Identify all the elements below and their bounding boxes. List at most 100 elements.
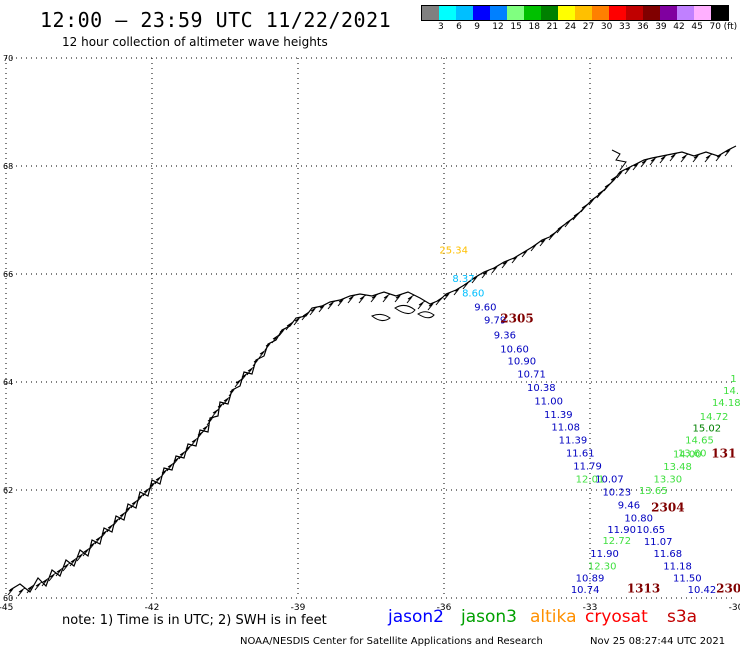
mission-label: altika (530, 607, 577, 627)
timestamp-text: Nov 25 08:27:44 UTC 2021 (590, 636, 726, 647)
legend-label: 36 (637, 22, 649, 32)
track-label: 230 (716, 582, 740, 596)
legend-swatch (422, 6, 439, 20)
wave-height-label: 9.36 (494, 330, 516, 341)
wave-height-label: 13.65 (639, 486, 668, 497)
wave-height-label: 13.30 (654, 474, 683, 485)
wave-height-label: 10.65 (637, 525, 666, 536)
color-legend (421, 5, 729, 21)
wave-height-label: 10.74 (571, 585, 600, 596)
wave-height-label: 8.60 (462, 289, 484, 300)
legend-label: 18 (528, 22, 540, 32)
mission-label: jason3 (461, 607, 517, 627)
legend-swatch (711, 6, 728, 20)
legend-label: 33 (619, 22, 631, 32)
mission-label: s3a (667, 607, 698, 627)
wave-height-label: 11.08 (551, 423, 580, 434)
legend-swatch (677, 6, 694, 20)
wave-height-label: 10.71 (517, 370, 546, 381)
wave-height-label: 11.00 (534, 397, 563, 408)
wave-height-label: 10.38 (527, 383, 556, 394)
legend-swatch (609, 6, 626, 20)
wave-height-label: 11.39 (544, 410, 573, 421)
legend-swatch (524, 6, 541, 20)
wave-height-label: 11.18 (663, 561, 692, 572)
legend-unit: (ft) (723, 22, 738, 32)
legend-label: 39 (655, 22, 667, 32)
wave-height-label: 25.34 (439, 245, 468, 256)
wave-height-label: 9.46 (618, 500, 640, 511)
legend-label: 15 (510, 22, 522, 32)
lat-tick-label: 64 (3, 378, 13, 387)
legend-label: 24 (564, 22, 577, 32)
coastline (9, 145, 737, 593)
coastal-islands (371, 304, 435, 322)
legend-swatch (456, 6, 473, 20)
wave-height-label: 11.39 (559, 436, 588, 447)
wave-height-label: 13.48 (663, 462, 692, 473)
wave-height-label: 11.90 (590, 549, 619, 560)
page-subtitle: 12 hour collection of altimeter wave hei… (62, 35, 328, 49)
wave-height-label: 9.79 (484, 316, 506, 327)
wave-height-label: 10.90 (508, 357, 537, 368)
wave-height-label: 13.60 (678, 449, 707, 460)
track-label: 131 (711, 447, 736, 461)
wave-height-label: 14.65 (685, 436, 714, 447)
legend-swatch (439, 6, 456, 20)
legend-swatch (507, 6, 524, 20)
wave-height-label: 14.00 (673, 450, 702, 461)
wave-height-label: 15.02 (692, 424, 721, 435)
credit-text: NOAA/NESDIS Center for Satellite Applica… (240, 636, 543, 647)
legend-label: 12 (492, 22, 504, 32)
legend-label: 30 (600, 22, 613, 32)
legend-label: 9 (474, 22, 480, 32)
lon-tick-label: -36 (437, 603, 452, 613)
wave-height-label: 1 (730, 374, 736, 385)
legend-swatch (694, 6, 711, 20)
legend-label: 45 (691, 22, 703, 32)
wave-height-label: 12.01 (576, 474, 605, 485)
lat-tick-label: 66 (3, 270, 13, 279)
wave-height-label: 10.42 (688, 585, 717, 596)
legend-swatch (626, 6, 643, 20)
legend-swatch (643, 6, 660, 20)
lat-tick-label: 60 (3, 594, 13, 603)
legend-swatch (490, 6, 507, 20)
note-text: note: 1) Time is in UTC; 2) SWH is in fe… (62, 613, 327, 628)
legend-label: 42 (673, 22, 685, 32)
legend-swatch (592, 6, 609, 20)
legend-swatch (575, 6, 592, 20)
mission-label: jason2 (388, 607, 444, 627)
wave-height-label: 11.07 (644, 537, 673, 548)
lon-tick-label: -33 (583, 603, 598, 613)
lon-tick-label: -42 (145, 603, 160, 613)
wave-height-label: 11.79 (573, 461, 602, 472)
legend-swatch (473, 6, 490, 20)
track-label: 2305 (500, 312, 533, 326)
legend-swatch (541, 6, 558, 20)
lon-tick-label: -45 (0, 603, 13, 613)
page-title: 12:00 – 23:59 UTC 11/22/2021 (40, 8, 392, 32)
legend-label: 27 (582, 22, 595, 32)
wave-height-label: 12.30 (588, 561, 617, 572)
lat-tick-label: 70 (3, 54, 13, 63)
coastal-islands (611, 149, 627, 171)
lon-tick-label: -39 (291, 603, 306, 613)
wave-height-label: 11.61 (566, 449, 595, 460)
coastline-fjords (7, 147, 733, 597)
legend-label: 21 (546, 22, 559, 32)
legend-swatch (660, 6, 677, 20)
wave-height-label: 10.07 (595, 474, 624, 485)
wave-height-label: 8.37 (452, 274, 474, 285)
track-label: 1313 (627, 582, 660, 596)
wave-height-label: 10.89 (576, 573, 605, 584)
wave-height-label: 10.23 (602, 487, 631, 498)
wave-height-label: 14. (723, 386, 739, 397)
lon-tick-label: -30 (729, 603, 740, 613)
lat-tick-label: 68 (3, 162, 13, 171)
wave-height-label: 11.68 (654, 549, 683, 560)
lat-tick-label: 62 (3, 486, 13, 495)
wave-height-label: 10.80 (624, 513, 653, 524)
